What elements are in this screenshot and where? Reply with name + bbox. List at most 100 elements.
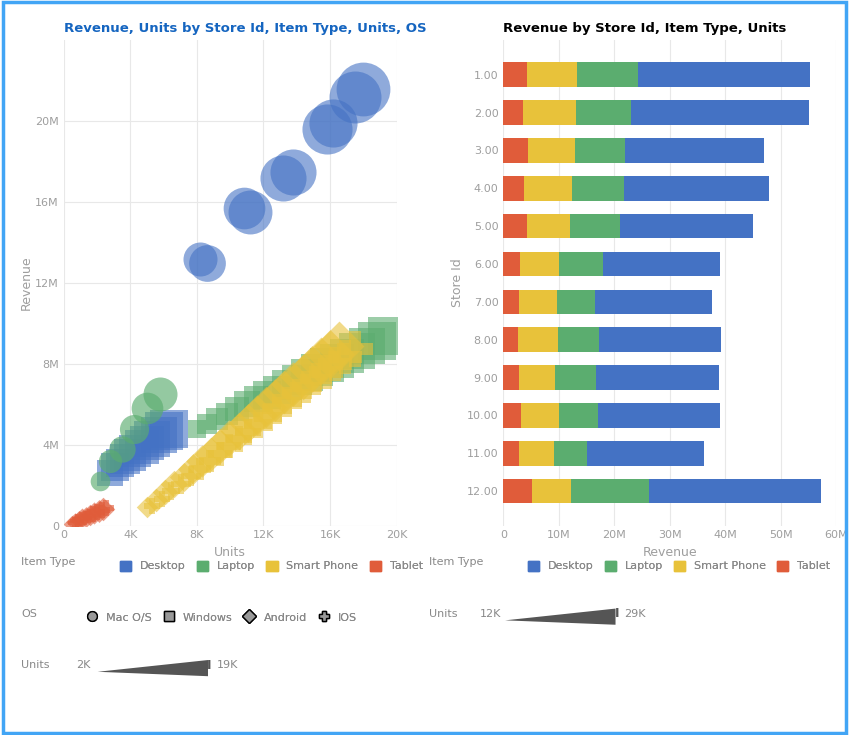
- Bar: [503, 176, 525, 201]
- Bar: [503, 138, 528, 162]
- Point: [280, 379, 294, 391]
- Point: [305, 363, 318, 375]
- Point: [200, 417, 214, 429]
- Point: [278, 387, 291, 398]
- Point: [370, 335, 384, 347]
- Point: [162, 423, 176, 434]
- Point: [190, 423, 204, 434]
- Point: [251, 418, 265, 430]
- Point: [241, 417, 255, 429]
- Bar: [649, 479, 821, 503]
- Point: [104, 455, 117, 467]
- Bar: [532, 479, 571, 503]
- Point: [250, 409, 264, 421]
- Bar: [587, 441, 704, 465]
- Point: [320, 359, 334, 371]
- Point: [123, 449, 137, 461]
- Point: [319, 366, 333, 378]
- Bar: [620, 214, 753, 238]
- Bar: [559, 252, 603, 276]
- Point: [290, 388, 304, 400]
- Text: Item Type: Item Type: [21, 557, 76, 567]
- Y-axis label: Revenue: Revenue: [20, 256, 32, 310]
- Bar: [503, 214, 526, 238]
- Point: [260, 389, 273, 401]
- Point: [360, 340, 374, 352]
- Point: [69, 516, 82, 528]
- Point: [115, 442, 129, 454]
- Point: [380, 331, 393, 343]
- Point: [330, 355, 344, 367]
- Point: [310, 365, 323, 376]
- Point: [348, 91, 362, 103]
- Point: [290, 374, 304, 386]
- Bar: [624, 176, 768, 201]
- Point: [82, 510, 96, 522]
- Text: 2K: 2K: [76, 660, 91, 670]
- Bar: [523, 101, 576, 125]
- Point: [140, 403, 154, 415]
- Legend: Desktop, Laptop, Smart Phone, Tablet: Desktop, Laptop, Smart Phone, Tablet: [528, 561, 830, 571]
- Point: [109, 461, 122, 473]
- Bar: [503, 101, 523, 125]
- Point: [320, 123, 334, 135]
- Point: [95, 504, 109, 516]
- Point: [127, 423, 140, 434]
- Bar: [571, 176, 624, 201]
- Point: [186, 463, 200, 475]
- Point: [200, 257, 214, 269]
- Point: [287, 166, 301, 178]
- Point: [135, 441, 149, 453]
- Point: [259, 401, 273, 413]
- Bar: [520, 441, 554, 465]
- Text: 19K: 19K: [216, 660, 238, 670]
- Bar: [520, 252, 559, 276]
- Point: [244, 207, 257, 218]
- Point: [145, 501, 159, 512]
- Point: [194, 463, 207, 475]
- Point: [93, 475, 107, 487]
- Point: [194, 253, 207, 265]
- Point: [91, 506, 104, 517]
- Point: [323, 348, 337, 359]
- Bar: [503, 62, 526, 87]
- Bar: [518, 328, 558, 352]
- Bar: [503, 404, 521, 428]
- Text: Revenue by Store Id, Item Type, Units: Revenue by Store Id, Item Type, Units: [503, 22, 787, 35]
- Point: [329, 359, 342, 370]
- Point: [357, 83, 370, 95]
- Bar: [571, 479, 649, 503]
- Point: [220, 408, 233, 420]
- Text: I: I: [615, 607, 619, 620]
- Point: [87, 508, 100, 520]
- Bar: [555, 365, 597, 390]
- Point: [119, 453, 132, 465]
- Bar: [526, 62, 576, 87]
- Point: [79, 511, 93, 523]
- Point: [92, 505, 105, 517]
- Point: [271, 404, 284, 415]
- Point: [159, 486, 172, 498]
- Bar: [570, 214, 620, 238]
- Point: [75, 514, 88, 526]
- Bar: [576, 138, 626, 162]
- Bar: [598, 404, 720, 428]
- Point: [333, 340, 346, 352]
- Point: [230, 404, 244, 415]
- Point: [242, 426, 256, 437]
- Point: [309, 373, 323, 385]
- Bar: [503, 365, 519, 390]
- Bar: [559, 404, 598, 428]
- Bar: [603, 252, 720, 276]
- Point: [167, 478, 181, 490]
- Point: [157, 425, 171, 437]
- Bar: [519, 290, 557, 314]
- Point: [280, 395, 294, 407]
- Point: [145, 433, 159, 445]
- Point: [210, 413, 223, 425]
- Point: [140, 437, 154, 448]
- Point: [65, 517, 79, 529]
- Point: [348, 343, 362, 355]
- Point: [78, 512, 92, 523]
- X-axis label: Revenue: Revenue: [643, 546, 697, 559]
